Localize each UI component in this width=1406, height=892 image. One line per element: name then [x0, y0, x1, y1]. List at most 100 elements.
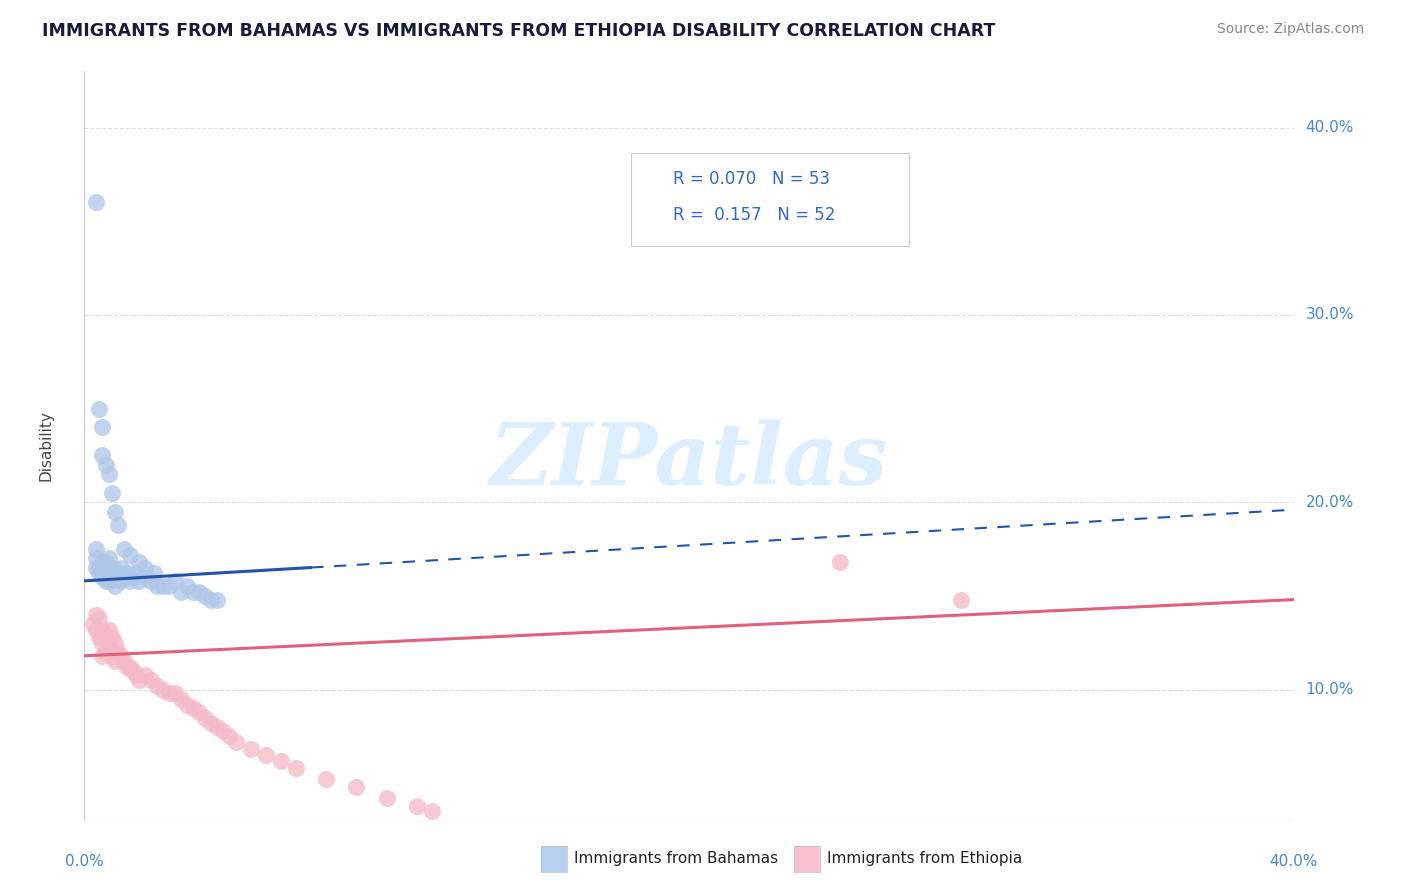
Point	[346, 780, 368, 794]
Point	[254, 747, 277, 762]
Point	[139, 574, 162, 588]
Point	[134, 561, 156, 575]
Point	[110, 648, 132, 663]
Point	[107, 645, 129, 659]
Point	[112, 655, 135, 669]
Point	[115, 660, 138, 674]
Text: 20.0%: 20.0%	[1306, 495, 1354, 509]
Point	[107, 566, 129, 581]
Text: Disability: Disability	[38, 410, 53, 482]
Point	[110, 574, 132, 588]
Point	[94, 555, 117, 569]
Point	[181, 701, 204, 715]
Point	[125, 667, 148, 681]
Text: R = 0.070   N = 53: R = 0.070 N = 53	[673, 170, 830, 188]
Point	[157, 686, 180, 700]
Point	[104, 580, 127, 594]
Point	[94, 645, 117, 659]
Point	[86, 561, 108, 575]
Text: 30.0%: 30.0%	[1306, 308, 1354, 322]
Point	[146, 679, 169, 693]
Text: Immigrants from Bahamas: Immigrants from Bahamas	[574, 851, 778, 865]
Point	[950, 592, 973, 607]
Point	[91, 555, 114, 569]
Point	[100, 561, 122, 575]
Point	[110, 561, 132, 575]
Point	[104, 505, 127, 519]
Point	[104, 635, 127, 649]
Point	[157, 580, 180, 594]
Point	[118, 548, 141, 562]
Point	[89, 611, 111, 625]
Point	[170, 692, 193, 706]
Point	[128, 673, 150, 688]
Point	[104, 566, 127, 581]
Point	[315, 772, 337, 787]
Point	[200, 716, 222, 731]
Point	[239, 742, 262, 756]
Text: 0.0%: 0.0%	[65, 855, 104, 870]
Point	[97, 561, 120, 575]
Point	[86, 195, 108, 210]
Point	[97, 623, 120, 637]
Point	[97, 551, 120, 566]
Text: ZIPatlas: ZIPatlas	[489, 419, 889, 503]
Point	[97, 641, 120, 656]
Point	[97, 574, 120, 588]
Point	[121, 570, 143, 584]
Point	[115, 566, 138, 581]
Point	[89, 630, 111, 644]
Point	[285, 761, 308, 775]
Point	[212, 723, 235, 738]
Point	[194, 710, 217, 724]
Point	[139, 673, 162, 688]
Text: IMMIGRANTS FROM BAHAMAS VS IMMIGRANTS FROM ETHIOPIA DISABILITY CORRELATION CHART: IMMIGRANTS FROM BAHAMAS VS IMMIGRANTS FR…	[42, 22, 995, 40]
Text: 40.0%: 40.0%	[1306, 120, 1354, 135]
Point	[176, 580, 198, 594]
Point	[152, 682, 174, 697]
Point	[207, 720, 229, 734]
Point	[176, 698, 198, 712]
Text: R =  0.157   N = 52: R = 0.157 N = 52	[673, 206, 835, 224]
Point	[112, 570, 135, 584]
Point	[91, 648, 114, 663]
Point	[91, 420, 114, 434]
Point	[194, 589, 217, 603]
Point	[146, 580, 169, 594]
Point	[91, 635, 114, 649]
Point	[97, 467, 120, 482]
Point	[165, 574, 187, 588]
Point	[188, 585, 211, 599]
Point	[128, 574, 150, 588]
Point	[118, 574, 141, 588]
Point	[100, 648, 122, 663]
Point	[128, 555, 150, 569]
Point	[91, 623, 114, 637]
Point	[86, 542, 108, 557]
Text: 40.0%: 40.0%	[1270, 855, 1317, 870]
Point	[89, 566, 111, 581]
Point	[188, 705, 211, 719]
Point	[134, 570, 156, 584]
Point	[200, 592, 222, 607]
Text: Immigrants from Ethiopia: Immigrants from Ethiopia	[827, 851, 1022, 865]
Point	[82, 617, 104, 632]
Point	[86, 607, 108, 622]
Point	[181, 585, 204, 599]
Text: Source: ZipAtlas.com: Source: ZipAtlas.com	[1216, 22, 1364, 37]
Point	[406, 798, 429, 813]
Point	[112, 542, 135, 557]
Point	[107, 517, 129, 532]
Point	[100, 486, 122, 500]
Point	[91, 449, 114, 463]
Point	[100, 630, 122, 644]
Point	[104, 655, 127, 669]
Point	[125, 566, 148, 581]
Point	[142, 566, 165, 581]
Point	[375, 791, 398, 805]
Point	[420, 805, 443, 819]
Point	[225, 735, 247, 749]
Text: 10.0%: 10.0%	[1306, 682, 1354, 697]
Point	[121, 664, 143, 678]
Point	[170, 585, 193, 599]
